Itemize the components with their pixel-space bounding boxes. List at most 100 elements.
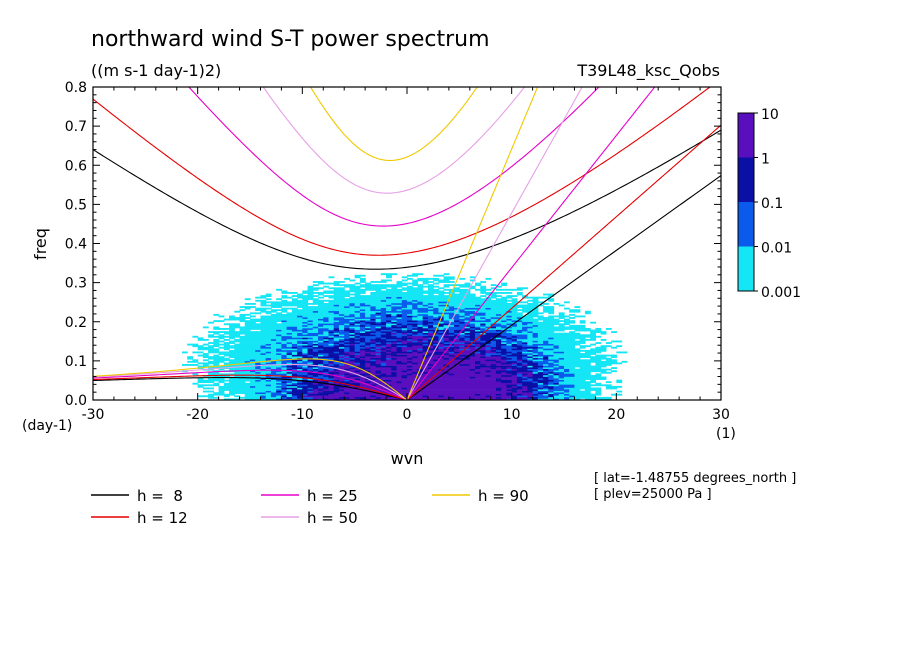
heat-cell [197,348,204,351]
heat-cell [548,306,555,308]
heat-cell [359,351,366,354]
heat-cell [229,392,235,395]
heat-cell [584,395,591,398]
heat-cell [443,351,450,354]
heat-cell [323,329,330,332]
heat-cell [328,379,335,382]
heat-cell [312,309,319,312]
heat-cell [244,390,251,393]
heat-cell [401,356,408,359]
heat-cell [527,304,534,307]
heat-cell [302,329,309,332]
heat-cell [490,346,497,349]
heat-cell [386,279,392,282]
heat-cell [422,285,429,288]
heat-cell [579,370,586,373]
heat-cell [490,360,497,363]
heat-cell [459,338,466,341]
heat-cell [234,392,241,395]
heat-cell [323,310,330,313]
heat-cell [328,378,335,380]
heat-cell [396,315,403,318]
heat-cell [422,279,429,282]
heat-cell [312,379,319,382]
heat-cell [532,370,539,373]
heat-cell [522,359,528,362]
heat-cell [469,309,476,312]
heat-cell [490,331,497,333]
heat-cell [359,374,366,377]
heat-cell [365,349,371,352]
heat-cell [386,364,392,366]
heat-cell [522,378,528,380]
heat-cell [438,387,445,390]
heat-cell [605,362,612,365]
heat-cell [349,376,356,379]
heat-cell [244,349,251,352]
heat-cell [223,374,230,377]
heat-cell [401,337,408,340]
heat-cell [532,342,539,344]
heat-cell [564,338,570,341]
heat-cell [386,334,392,337]
heat-cell [344,367,351,369]
heat-cell [579,392,586,395]
heat-cell [312,374,319,377]
heat-cell [270,382,277,385]
heat-cell [527,362,534,365]
heat-cell [218,356,225,359]
heat-cell [323,351,330,354]
heat-cell [354,274,361,277]
heat-cell [359,395,366,398]
heat-cell [480,317,487,319]
heat-cell [328,276,335,279]
heat-cell [380,371,387,374]
heat-cell [297,320,303,323]
heat-cell [328,349,335,352]
heat-cell [401,346,408,349]
heat-cell [218,359,225,362]
heat-cell [511,390,518,393]
heat-cell [333,287,340,290]
heat-cell [522,396,528,399]
heat-cell [365,317,371,319]
y-tick-label: 0.6 [65,158,87,174]
heat-cell [197,362,204,365]
heat-cell [527,384,534,387]
heat-cell [391,357,398,360]
heat-cell [250,396,256,399]
heat-cell [422,313,429,316]
heat-cell [370,326,377,329]
heat-cell [417,301,424,304]
heat-cell [333,284,340,287]
heat-cell [349,320,356,323]
heat-cell [386,342,392,344]
heat-cell [485,379,492,382]
heat-cell [590,368,596,371]
heat-cell [307,315,314,318]
heat-cell [218,365,225,368]
heat-cell [558,398,565,400]
heat-cell [543,323,549,326]
heat-cell [543,368,549,371]
heat-cell [312,393,319,396]
heat-cell [537,359,544,362]
heat-cell [459,310,466,313]
heat-cell [312,288,319,291]
heat-cell [276,376,282,379]
heat-cell [354,349,361,352]
heat-cell [464,302,471,305]
heat-cell [412,345,419,348]
heat-cell [229,390,235,393]
heat-cell [380,301,387,304]
heat-cell [349,345,356,348]
heat-cell [417,343,424,346]
curve-h-90 [93,87,539,400]
heat-cell [548,337,555,340]
heat-cell [328,301,335,304]
heat-cell [265,335,272,338]
heat-cell [537,296,544,299]
heat-cell [276,360,282,363]
heat-cell [255,381,262,384]
heat-cell [485,326,492,329]
